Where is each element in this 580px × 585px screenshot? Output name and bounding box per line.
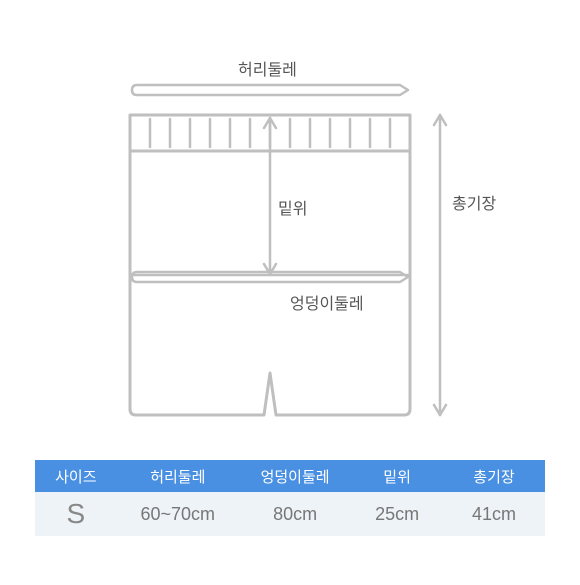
col-size: 사이즈 [35,466,117,487]
label-waist: 허리둘레 [238,56,297,80]
col-rise: 밑위 [351,466,443,487]
cell-rise: 25cm [351,504,443,525]
cell-size: S [35,498,117,530]
col-hip: 엉덩이둘레 [239,466,351,487]
size-table: 사이즈 허리둘레 엉덩이둘레 밑위 총기장 S 60~70cm 80cm 25c… [35,460,545,536]
col-waist: 허리둘레 [117,466,239,487]
col-length: 총기장 [443,466,545,487]
cell-length: 41cm [443,504,545,525]
label-total-length: 총기장 [452,190,496,214]
table-row: S 60~70cm 80cm 25cm 41cm [35,492,545,536]
cell-hip: 80cm [239,504,351,525]
cell-waist: 60~70cm [117,504,239,525]
label-rise: 밑위 [278,195,307,219]
table-header-row: 사이즈 허리둘레 엉덩이둘레 밑위 총기장 [35,460,545,492]
label-hip: 엉덩이둘레 [290,290,364,314]
